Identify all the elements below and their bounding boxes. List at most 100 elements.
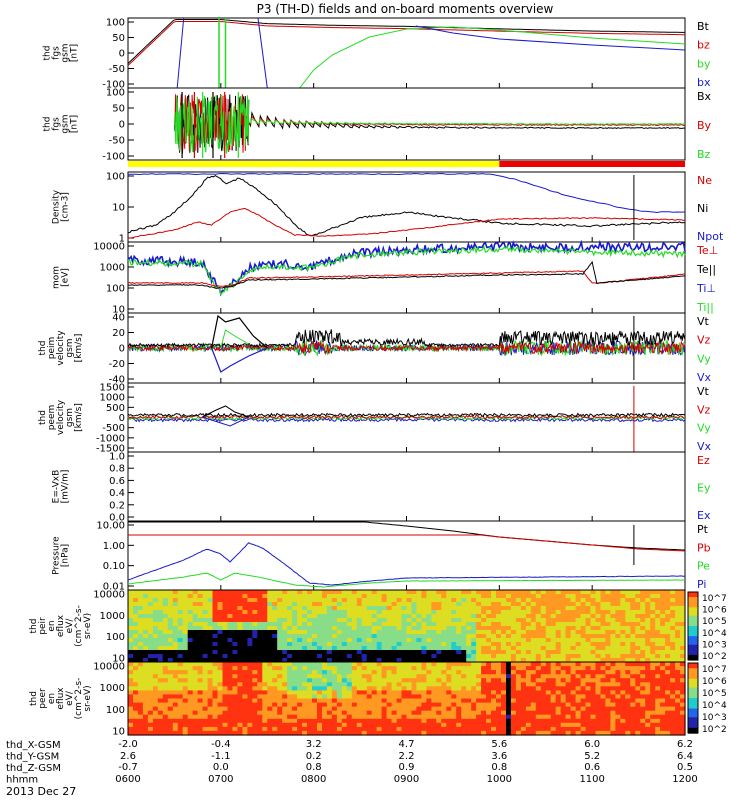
spectro-cell — [172, 662, 179, 667]
spectro-cell — [172, 598, 179, 603]
spectro-cell — [406, 654, 413, 659]
spectro-cell — [471, 610, 477, 615]
spectro-cell — [262, 662, 268, 667]
spectro-cell — [361, 650, 368, 655]
ylabel-line: gsm — [61, 114, 71, 133]
spectro-cell — [486, 662, 492, 667]
spectro-cell — [461, 642, 467, 647]
spectro-cell — [177, 610, 184, 615]
spectro-cell — [187, 666, 194, 671]
spectro-cell — [451, 618, 457, 623]
spectro-cell — [212, 626, 219, 631]
spectro-cell — [207, 630, 214, 635]
spectro-cell — [331, 726, 338, 732]
spectro-cell — [640, 722, 646, 728]
spectro-cell — [535, 650, 542, 655]
spectro-cell — [660, 594, 666, 599]
spectro-cell — [426, 726, 432, 732]
spectro-cell — [545, 610, 552, 615]
spectro-cell — [401, 678, 408, 683]
panel-ylabel: thdpeirenefluxeV/(cm^2-s-sr-eV) — [29, 605, 93, 647]
spectro-cell — [630, 610, 636, 615]
spectro-cell — [456, 670, 462, 675]
spectro-cell — [242, 722, 248, 728]
spectro-cell — [585, 622, 592, 627]
spectro-cell — [550, 714, 557, 720]
spectro-cell — [401, 618, 408, 623]
spectro-cell — [595, 614, 602, 619]
spectro-cell — [491, 670, 497, 675]
time-tick-z-gsm: 0.0 — [213, 762, 229, 773]
spectro-cell — [207, 610, 214, 615]
spectro-cell — [212, 698, 219, 704]
spectro-cell — [565, 702, 572, 708]
spectro-cell — [366, 674, 373, 679]
spectro-cell — [287, 714, 293, 720]
spectro-cell — [391, 654, 398, 659]
spectro-cell — [202, 698, 209, 704]
spectro-cell — [277, 610, 283, 615]
spectro-cell — [660, 630, 666, 635]
spectro-cell — [510, 598, 517, 603]
spectro-cell — [456, 682, 462, 687]
spectro-cell — [192, 678, 199, 683]
spectro-cell — [406, 686, 413, 691]
spectro-cell — [267, 686, 273, 691]
spectro-cell — [421, 618, 427, 623]
spectro-cell — [411, 698, 418, 704]
spectro-cell — [386, 698, 393, 704]
spectro-cell — [501, 690, 507, 696]
spectro-cell — [640, 718, 646, 724]
spectro-cell — [545, 634, 552, 639]
spectro-cell — [252, 718, 258, 724]
spectro-cell — [560, 710, 567, 716]
spectro-cell — [197, 698, 204, 704]
spectro-cell — [496, 602, 502, 607]
spectro-cell — [461, 646, 467, 651]
spectro-cell — [172, 682, 179, 687]
spectro-cell — [187, 606, 194, 611]
spectro-cell — [501, 702, 507, 708]
spectro-cell — [272, 626, 278, 631]
spectro-cell — [496, 618, 502, 623]
spectro-cell — [640, 706, 646, 712]
spectro-cell — [396, 618, 403, 623]
spectro-cell — [391, 646, 398, 651]
spectro-cell — [650, 702, 656, 708]
spectro-cell — [137, 594, 144, 599]
spectro-cell — [525, 618, 532, 623]
spectro-cell — [580, 642, 587, 647]
spectro-cell — [287, 702, 293, 708]
spectro-cell — [575, 654, 582, 659]
spectro-cell — [391, 674, 398, 679]
spectro-cell — [202, 630, 209, 635]
spectro-cell — [461, 662, 467, 667]
spectro-cell — [565, 630, 572, 635]
spectro-cell — [590, 606, 597, 611]
spectro-cell — [267, 606, 273, 611]
spectro-cell — [147, 594, 154, 599]
spectro-cell — [356, 618, 363, 623]
spectro-cell — [451, 614, 457, 619]
spectro-cell — [312, 702, 318, 708]
spectro-cell — [177, 666, 184, 671]
spectro-cell — [406, 666, 413, 671]
spectro-cell — [351, 682, 358, 687]
spectro-cell — [267, 650, 273, 655]
legend-vz: Vz — [697, 334, 711, 347]
spectro-cell — [297, 682, 303, 687]
spectro-cell — [351, 702, 358, 708]
spectro-cell — [615, 646, 621, 651]
spectro-cell — [212, 690, 219, 696]
spectro-cell — [361, 594, 368, 599]
spectro-cell — [620, 594, 626, 599]
spectro-cell — [486, 710, 492, 716]
spectro-cell — [137, 650, 144, 655]
spectro-cell — [545, 710, 552, 716]
ytick-label: 20 — [112, 328, 125, 339]
spectro-cell — [421, 690, 427, 696]
spectro-cell — [655, 674, 661, 679]
spectro-cell — [331, 642, 338, 647]
spectro-cell — [312, 682, 318, 687]
